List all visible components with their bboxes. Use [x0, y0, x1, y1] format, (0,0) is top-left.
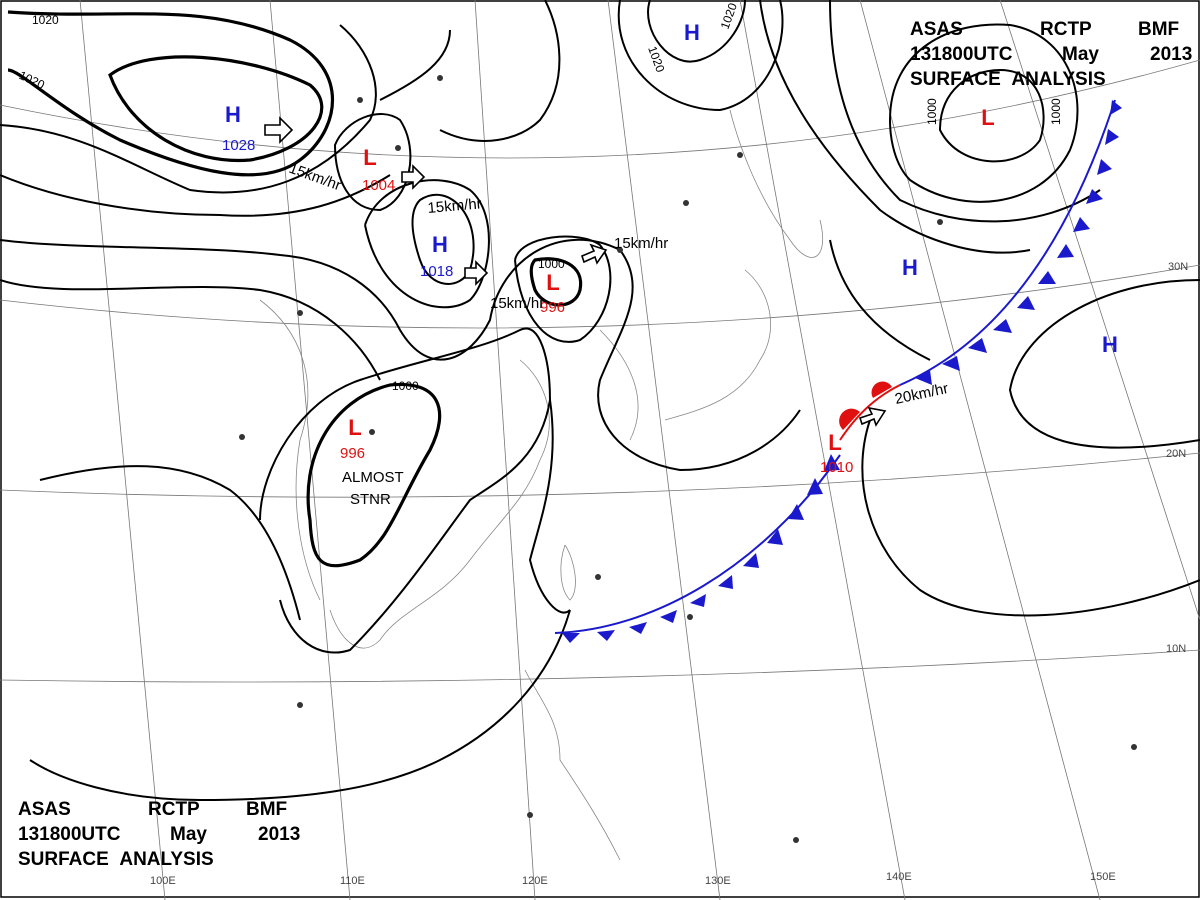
motion-arrows	[264, 116, 887, 427]
labels: ASAS RCTP BMF 131800UTC May 2013 SURFACE ANALY…	[17, 1, 1193, 887]
front-semicircles	[839, 381, 892, 430]
pressure-value: 1028	[222, 137, 255, 154]
isobar-label: 1000	[538, 257, 565, 271]
latitude-label: 10N	[1166, 643, 1186, 655]
header-text: BMF	[1138, 19, 1179, 40]
longitude-label: 100E	[150, 875, 176, 887]
pressure-value: 996	[540, 299, 565, 316]
header-text: May	[1062, 44, 1099, 65]
motion-label: 15km/hr	[490, 295, 544, 312]
pressure-symbol: L	[546, 270, 559, 295]
longitude-label: 120E	[522, 875, 548, 887]
header-text: May	[170, 824, 207, 845]
header-text: ASAS	[910, 19, 963, 40]
pressure-symbol: H	[1102, 332, 1118, 357]
latitude-label: 30N	[1168, 261, 1188, 273]
front	[899, 99, 1116, 386]
pressure-symbol: L	[348, 415, 361, 440]
isobar-label: 1000	[392, 379, 419, 393]
header-text: 2013	[1150, 44, 1192, 65]
isobar-label: 1020	[32, 13, 59, 27]
front-triangles	[562, 100, 1122, 643]
cold-front	[554, 454, 841, 634]
isobars	[0, 0, 1200, 802]
motion-label: 15km/hr	[427, 195, 482, 217]
header-text: SURFACE ANALYSIS	[18, 849, 214, 870]
station-dots	[239, 75, 1137, 843]
header-text: ASAS	[18, 799, 71, 820]
latitude-label: 20N	[1166, 448, 1186, 460]
pressure-symbol: L	[981, 105, 994, 130]
pressure-symbol: L	[828, 430, 841, 455]
pressure-symbol: H	[684, 20, 700, 45]
motion-label: 15km/hr	[614, 235, 668, 252]
header-text: RCTP	[1040, 19, 1092, 40]
isobar-label: 1000	[925, 98, 939, 125]
isobar-label: 1000	[1049, 98, 1063, 125]
longitude-label: 150E	[1090, 871, 1116, 883]
isobar-label: 1020	[17, 68, 47, 92]
pressure-value: 1004	[362, 177, 395, 194]
header-text: RCTP	[148, 799, 200, 820]
longitude-label: 110E	[340, 875, 365, 887]
annotation: STNR	[350, 491, 391, 508]
pressure-value: 1018	[420, 263, 453, 280]
pressure-symbol: H	[432, 232, 448, 257]
coastline	[259, 109, 824, 861]
warm-front	[839, 384, 901, 441]
longitude-label: 140E	[886, 871, 912, 883]
header-text: 131800UTC	[18, 824, 121, 845]
pressure-value: 1010	[820, 459, 853, 476]
header-text: SURFACE ANALYSIS	[910, 69, 1106, 90]
header-text: BMF	[246, 799, 287, 820]
pressure-symbol: H	[902, 255, 918, 280]
motion-label: 15km/hr	[287, 160, 344, 195]
pressure-value: 996	[340, 445, 365, 462]
pressure-symbol: L	[363, 145, 376, 170]
header-text: 2013	[258, 824, 300, 845]
isobar-label: 1020	[718, 1, 740, 31]
longitude-label: 130E	[705, 875, 731, 887]
fronts	[554, 99, 1122, 643]
pressure-symbol: H	[225, 102, 241, 127]
annotation: ALMOST	[342, 469, 404, 486]
header-text: 131800UTC	[910, 44, 1013, 65]
